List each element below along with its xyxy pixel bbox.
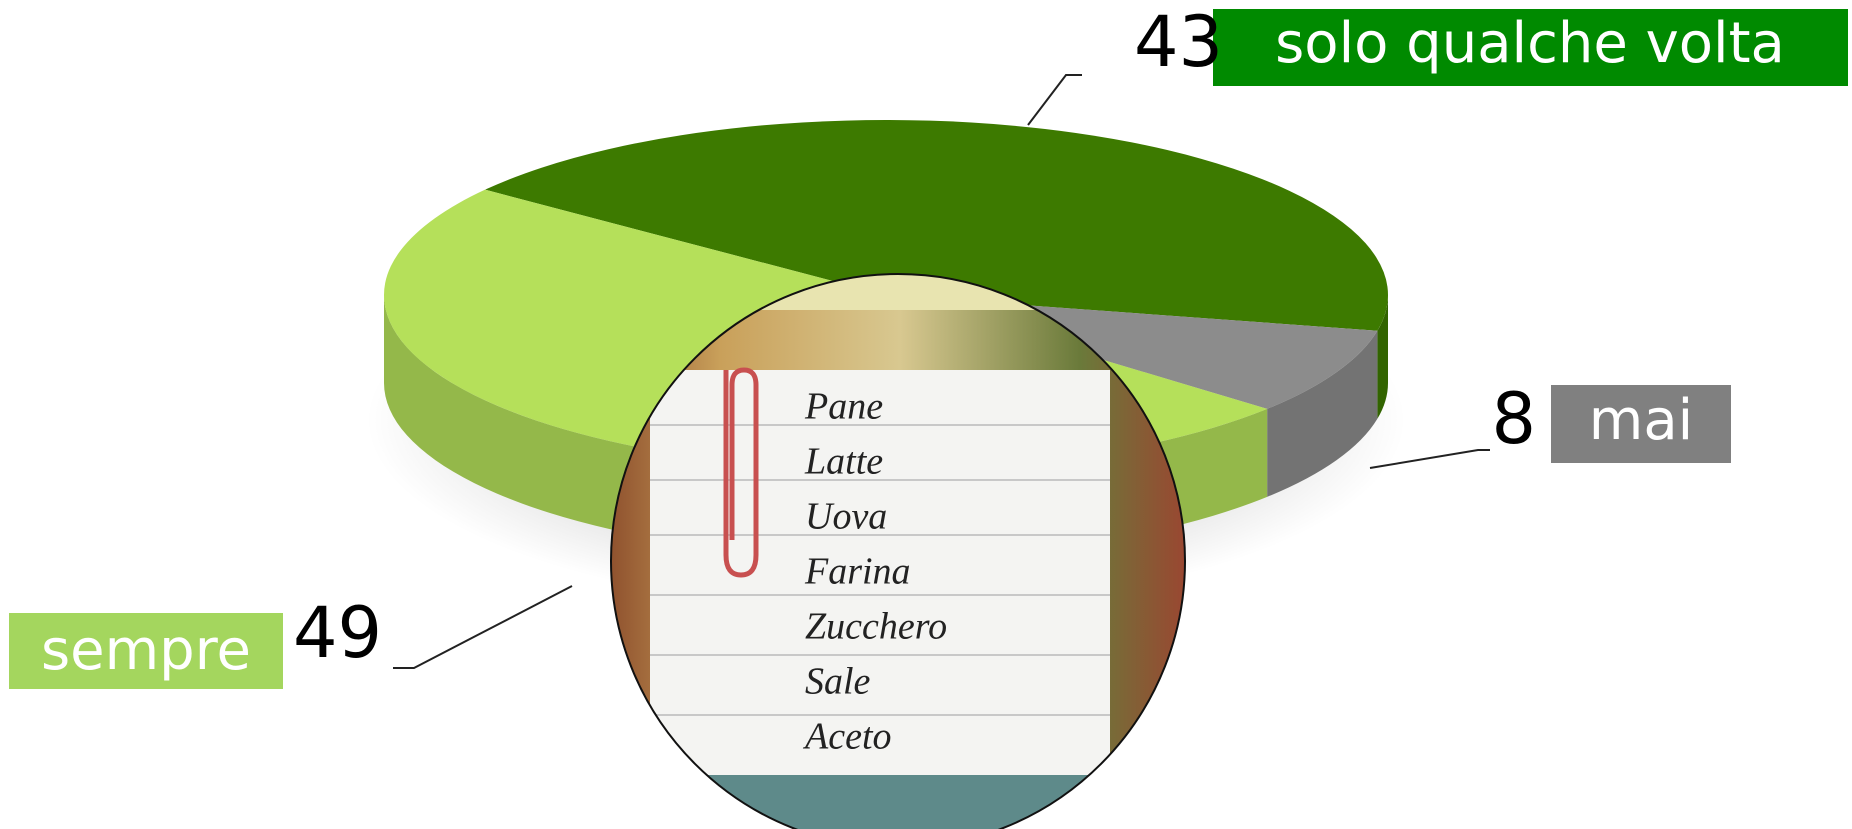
list-item: Zucchero: [805, 606, 947, 648]
shopping-list: Pane Latte Uova Farina Zucchero Sale Aceto: [802, 386, 947, 758]
list-item: Aceto: [802, 716, 892, 758]
list-item: Uova: [805, 496, 887, 538]
list-item: Pane: [804, 386, 883, 428]
list-item: Farina: [804, 551, 911, 593]
value-label: 49: [293, 592, 382, 674]
list-item: Sale: [805, 661, 871, 703]
photo-frame: [610, 273, 1186, 829]
category-label: sempre: [41, 618, 251, 683]
category-label: mai: [1589, 388, 1693, 453]
labels: solo qualche volta 43 mai 8 sempre 49: [9, 1, 1848, 689]
leader-line: [1027, 74, 1082, 126]
leader-line: [393, 585, 573, 669]
value-label: 8: [1491, 378, 1536, 460]
label-box: [1213, 9, 1848, 86]
category-label: solo qualche volta: [1275, 11, 1785, 76]
leader-line: [1369, 449, 1490, 469]
pie-side: [1267, 330, 1378, 497]
label-box: [1551, 385, 1731, 463]
label-box: [9, 613, 283, 689]
pie-side: [1377, 295, 1388, 419]
list-item: Latte: [804, 441, 883, 483]
pie-slice: [485, 119, 1388, 331]
value-label: 43: [1134, 1, 1223, 83]
